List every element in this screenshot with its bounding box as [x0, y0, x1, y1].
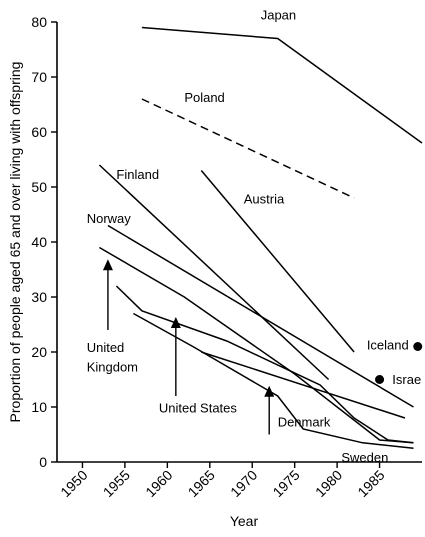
label-united-states: United States — [159, 401, 238, 416]
y-tick-label-70: 70 — [31, 69, 47, 85]
x-tick-label-1955: 1955 — [100, 467, 133, 500]
y-tick-label-20: 20 — [31, 344, 47, 360]
point-iceland — [413, 342, 423, 351]
y-tick-label-60: 60 — [31, 124, 47, 140]
series-line-norway — [107, 224, 414, 408]
x-tick-label-1960: 1960 — [142, 467, 175, 500]
x-axis-ticks: 1950 1955 1960 1965 1970 1975 1980 1985 — [57, 462, 388, 500]
x-tick-label-1970: 1970 — [227, 467, 260, 500]
x-tick-label-1965: 1965 — [185, 467, 218, 500]
arrow-head-2 — [264, 385, 275, 397]
x-axis-label: Year — [230, 513, 259, 529]
label-norway: Norway — [87, 211, 132, 226]
series-line-austria — [200, 170, 355, 353]
x-tick-label-1985: 1985 — [354, 467, 387, 500]
series-line-denmark — [201, 351, 406, 419]
y-tick-label-10: 10 — [31, 399, 47, 415]
axes — [56, 22, 422, 463]
label-united: United — [87, 340, 125, 355]
y-tick-label-30: 30 — [31, 289, 47, 305]
series-labels: Japan Poland Finland Austria Norway United Kin… — [87, 7, 421, 465]
y-axis-label: Proportion of people aged 65 and over li… — [7, 62, 23, 423]
label-finland: Finland — [116, 167, 159, 182]
y-axis-ticks: 0 10 20 30 40 50 60 70 80 — [31, 14, 57, 470]
y-tick-label-80: 80 — [31, 14, 47, 30]
series-line-finland — [98, 164, 330, 381]
label-poland: Poland — [184, 90, 224, 105]
label-denmark: Denmark — [278, 414, 331, 429]
point-israel — [375, 375, 385, 384]
series-line-united-states — [115, 285, 414, 444]
label-austria: Austria — [244, 192, 285, 207]
label-japan: Japan — [261, 7, 296, 22]
label-iceland: Iceland — [367, 337, 409, 352]
y-tick-label-40: 40 — [31, 234, 47, 250]
series-line-poland — [141, 98, 355, 199]
arrow-head-0 — [102, 259, 113, 271]
series-line-sweden — [133, 312, 414, 450]
label-arrows — [102, 259, 275, 435]
x-tick-label-1980: 1980 — [312, 467, 345, 500]
label-sweden: Sweden — [341, 450, 388, 465]
arrow-head-1 — [170, 317, 181, 328]
y-tick-label-50: 50 — [31, 179, 47, 195]
series-line-japan — [141, 26, 423, 144]
series-lines — [98, 26, 423, 450]
y-tick-label-0: 0 — [39, 454, 47, 470]
x-tick-label-1950: 1950 — [57, 467, 90, 500]
x-tick-label-1975: 1975 — [269, 467, 302, 500]
label-israe: Israe — [392, 372, 421, 387]
label-kingdom: Kingdom — [87, 359, 138, 374]
